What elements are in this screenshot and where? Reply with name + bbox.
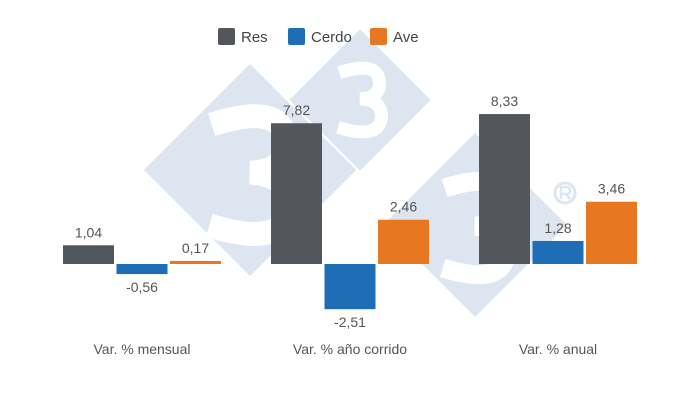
bar-ave: [586, 201, 637, 264]
bars: 1,04 -0,56 0,17 7,82 -2,51 2,46 8,33 1,28 3,46: [63, 93, 637, 330]
bar-ave: [378, 219, 429, 264]
data-label: 1,28: [544, 220, 571, 236]
legend-label-cerdo: Cerdo: [311, 29, 352, 46]
legend: Res Cerdo Ave: [218, 28, 419, 46]
data-label: 3,46: [598, 181, 625, 197]
legend-swatch-res: [218, 28, 235, 45]
bar-cerdo: [532, 240, 584, 264]
data-label: 2,46: [390, 199, 417, 215]
category-labels: Var. % mensual Var. % año corrido Var. % a…: [93, 341, 597, 357]
data-label: -0,56: [126, 279, 158, 295]
category-label: Var. % mensual: [93, 341, 190, 357]
category-label: Var. % año corrido: [293, 341, 407, 357]
legend-swatch-ave: [370, 28, 387, 45]
bar-cerdo: [116, 264, 168, 275]
bar-res: [63, 245, 114, 264]
bar-res: [479, 114, 530, 264]
data-label: 8,33: [491, 93, 518, 109]
watermark-digit-3: [335, 61, 388, 139]
data-label: -2,51: [334, 314, 366, 330]
category-label: Var. % anual: [519, 341, 597, 357]
legend-label-ave: Ave: [393, 29, 419, 46]
data-label: 1,04: [75, 224, 102, 240]
legend-swatch-cerdo: [288, 28, 305, 45]
legend-label-res: Res: [241, 29, 268, 46]
data-label: 7,82: [283, 102, 310, 118]
bar-ave: [170, 260, 221, 264]
bar-res: [271, 123, 322, 265]
bar-cerdo: [324, 264, 376, 310]
data-label: 0,17: [182, 240, 209, 256]
